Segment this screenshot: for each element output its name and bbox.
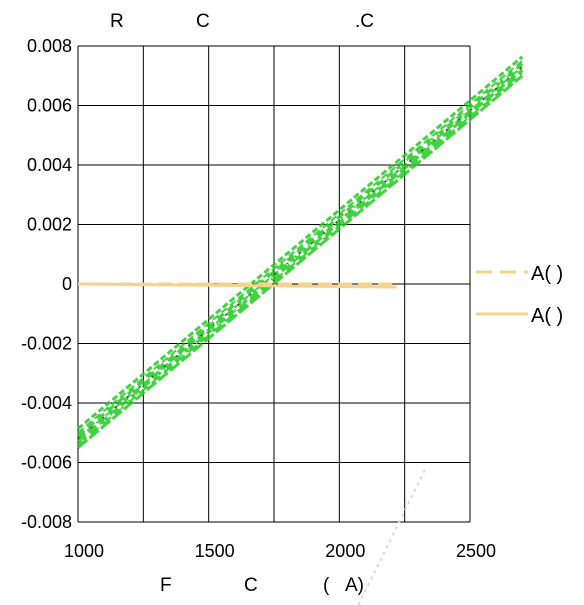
y-tick-label: -0.006 [21, 453, 72, 473]
diagonal-band-stroke [77, 60, 523, 434]
diagonal-band-dark-speckle [77, 66, 523, 440]
title-fragment: .C [355, 11, 374, 32]
diagonal-band-stroke [77, 74, 524, 449]
legend-label: A( ) [531, 263, 563, 285]
title-fragment: C [196, 11, 210, 32]
title-fragment: R [110, 11, 124, 32]
xlabel-fragment: F [160, 575, 172, 596]
diagonal-band-stroke [77, 62, 524, 437]
legend-label: A( ) [531, 305, 563, 327]
y-tick-label: -0.004 [21, 393, 72, 413]
x-tick-label: 2500 [456, 541, 496, 561]
diagonal-faint-tail [357, 468, 427, 605]
diagonal-band-stroke [77, 72, 523, 446]
x-tick-label: 1500 [195, 541, 235, 561]
legend: A( ) A( ) [476, 263, 563, 327]
diagonal-band-stroke [77, 68, 524, 443]
diagonal-band-stroke [77, 55, 524, 430]
x-tick-label: 1000 [64, 541, 104, 561]
y-tick-label: -0.008 [21, 512, 72, 532]
y-tick-label: 0.002 [27, 215, 72, 235]
series-layer [77, 55, 524, 605]
series-solid-line [77, 282, 397, 289]
xlabel-fragment: ( [323, 575, 330, 596]
xlabel-fragment: A) [345, 575, 364, 596]
y-tick-label: 0.004 [27, 155, 72, 175]
y-tick-label: 0 [62, 274, 72, 294]
series-diagonal-band [77, 55, 524, 605]
y-tick-label: 0.006 [27, 96, 72, 116]
tick-labels: 0.008 0.006 0.004 0.002 0 -0.002 -0.004 -0.006 -… [21, 36, 496, 561]
y-tick-label: 0.008 [27, 36, 72, 56]
xlabel-fragment: C [244, 575, 258, 596]
y-tick-label: -0.002 [21, 334, 72, 354]
x-tick-label: 2000 [325, 541, 365, 561]
